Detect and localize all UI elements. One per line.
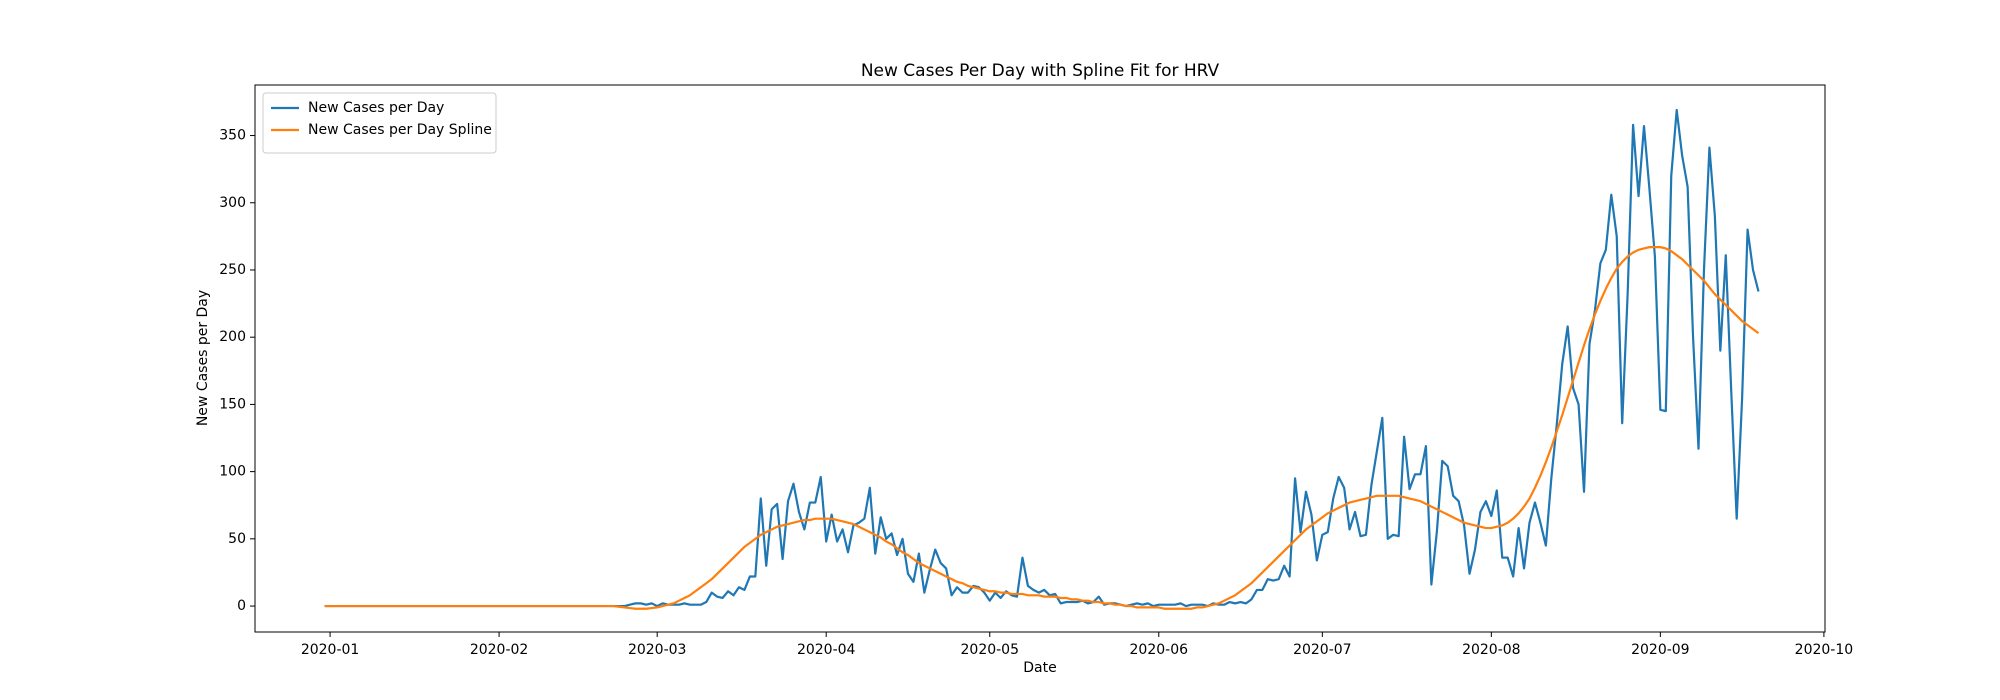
x-tick-label: 2020-06: [1130, 642, 1189, 658]
y-tick-label: 300: [219, 195, 246, 211]
y-tick-label: 50: [228, 531, 246, 547]
x-tick-label: 2020-04: [797, 642, 856, 658]
data-line: [324, 246, 1760, 610]
x-tick-label: 2020-08: [1462, 642, 1521, 658]
x-tick-label: 2020-05: [961, 642, 1020, 658]
x-tick-label: 2020-03: [628, 642, 687, 658]
y-axis-label: New Cases per Day: [195, 290, 211, 426]
chart-title: New Cases Per Day with Spline Fit for HR…: [861, 61, 1220, 81]
y-tick-label: 100: [219, 464, 246, 480]
plot-frame: [254, 84, 1826, 633]
y-tick-label: 200: [219, 329, 246, 345]
legend-box: [262, 92, 497, 154]
x-tick-label: 2020-09: [1631, 642, 1690, 658]
x-tick-label: 2020-02: [470, 642, 529, 658]
y-tick-label: 250: [219, 262, 246, 278]
y-tick-label: 0: [237, 598, 246, 614]
x-tick-label: 2020-10: [1795, 642, 1854, 658]
y-tick-label: 350: [219, 128, 246, 144]
y-tick-label: 150: [219, 396, 246, 412]
x-tick-label: 2020-07: [1293, 642, 1352, 658]
x-tick-label: 2020-01: [301, 642, 360, 658]
legend-label: New Cases per Day Spline: [308, 122, 492, 138]
x-axis-label: Date: [1023, 660, 1056, 676]
legend-label: New Cases per Day: [308, 100, 444, 116]
